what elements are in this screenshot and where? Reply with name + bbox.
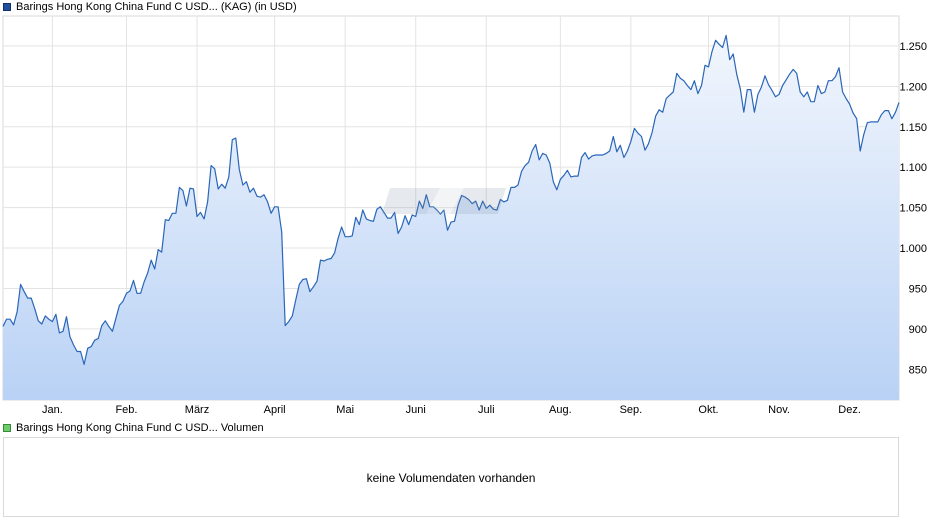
volume-legend: Barings Hong Kong China Fund C USD... Vo…: [3, 421, 264, 435]
x-tick-label-4: Mai: [336, 404, 354, 416]
price-legend-swatch: [3, 3, 11, 11]
price-area: [3, 35, 899, 401]
y-tick-label-2: 950: [909, 283, 927, 295]
x-tick-label-5: Juni: [406, 404, 426, 416]
price-chart: Jan. Feb. März April Mai Juni Juli Aug. Sep. Okt.…: [2, 15, 927, 416]
volume-chart: keine Volumendaten vorhanden: [3, 437, 899, 517]
x-tick-label-10: Nov.: [768, 404, 790, 416]
x-tick-label-2: März: [185, 404, 209, 416]
y-tick-label-4: 1.050: [899, 203, 927, 215]
x-tick-label-6: Juli: [478, 404, 495, 416]
watermark-logo: [382, 188, 506, 214]
volume-legend-swatch: [3, 424, 11, 432]
x-tick-label-11: Dez.: [838, 404, 861, 416]
volume-legend-label: Barings Hong Kong China Fund C USD... Vo…: [16, 422, 264, 434]
y-tick-label-3: 1.000: [899, 243, 927, 255]
y-tick-label-7: 1.200: [899, 81, 927, 93]
x-tick-label-9: Okt.: [698, 404, 718, 416]
y-tick-label-8: 1.250: [899, 41, 927, 53]
x-tick-label-8: Sep.: [620, 404, 643, 416]
price-legend-label: Barings Hong Kong China Fund C USD... (K…: [16, 1, 297, 13]
x-tick-label-7: Aug.: [549, 404, 572, 416]
y-tick-label-0: 850: [909, 364, 927, 376]
no-volume-message: keine Volumendaten vorhanden: [366, 471, 536, 485]
y-tick-label-1: 900: [909, 324, 927, 336]
price-legend: Barings Hong Kong China Fund C USD... (K…: [3, 0, 297, 14]
y-axis-labels: 850 900 950 1.000 1.050 1.100 1.150 1.200 1.250: [899, 41, 927, 376]
x-tick-label-1: Feb.: [115, 404, 137, 416]
x-tick-label-3: April: [264, 404, 286, 416]
y-tick-label-5: 1.100: [899, 162, 927, 174]
x-tick-label-0: Jan.: [42, 404, 63, 416]
price-series-line: [2, 34, 900, 365]
y-tick-label-6: 1.150: [899, 122, 927, 134]
x-axis-labels: Jan. Feb. März April Mai Juni Juli Aug. Sep. Okt.…: [42, 404, 861, 416]
